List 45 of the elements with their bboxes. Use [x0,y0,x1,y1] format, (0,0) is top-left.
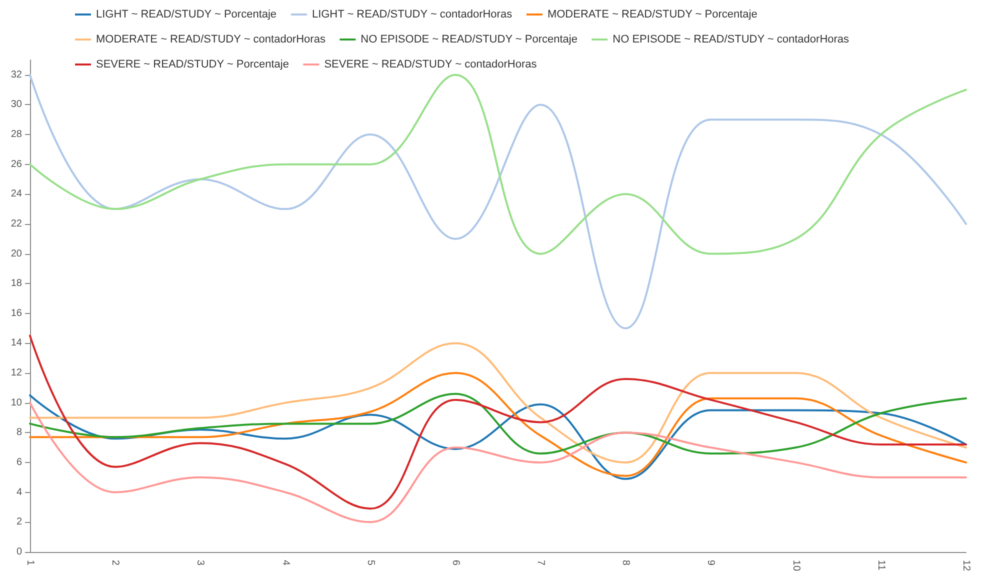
y-tick-label: 10 [10,397,22,408]
x-tick-label: 7 [535,560,546,566]
y-tick-label: 0 [16,546,22,558]
line-series [29,372,967,477]
line-series [29,334,967,510]
legend-label: NO EPISODE ~ READ/STUDY ~ contadorHoras [612,34,850,46]
legend-label: LIGHT ~ READ/STUDY ~ Porcentaje [96,8,277,20]
x-tick-label: 5 [364,560,376,566]
y-tick-label: 2 [16,516,22,528]
x-tick-label: 4 [280,560,291,566]
legend-label: LIGHT ~ READ/STUDY ~ contadorHoras [312,8,513,20]
y-tick-label: 8 [16,427,22,438]
y-tick-label: 18 [10,278,22,290]
y-tick-label: 20 [10,248,22,260]
x-tick-label: 9 [705,560,716,566]
y-tick-label: 6 [16,456,22,468]
legend-label: SEVERE ~ READ/STUDY ~ contadorHoras [324,58,538,70]
x-tick-label: 8 [620,560,632,566]
y-tick-label: 14 [10,338,22,349]
legend-label: MODERATE ~ READ/STUDY ~ contadorHoras [96,34,326,46]
legend-label: MODERATE ~ READ/STUDY ~ Porcentaje [547,8,758,20]
line-series [29,342,967,464]
y-tick-label: 22 [10,218,22,230]
y-tick-label: 30 [10,99,22,110]
line-series [29,392,967,454]
x-tick-label: 1 [24,560,36,566]
y-tick-label: 16 [10,308,22,319]
x-tick-label: 12 [960,560,972,572]
x-tick-label: 3 [194,560,206,566]
y-tick-label: 24 [10,188,22,200]
line-series [29,402,967,524]
y-tick-label: 12 [10,368,22,379]
line-series [29,74,967,330]
y-tick-label: 28 [10,129,22,140]
x-tick-label: 6 [450,560,461,566]
y-tick-label: 32 [10,69,22,80]
y-tick-label: 4 [16,486,22,498]
legend-label: NO EPISODE ~ READ/STUDY ~ Porcentaje [360,34,578,46]
x-tick-label: 10 [790,560,802,572]
legend-label: SEVERE ~ READ/STUDY ~ Porcentaje [96,58,289,70]
line-series [29,394,967,480]
line-series [29,74,967,255]
y-tick-label: 26 [10,158,22,170]
x-tick-label: 2 [110,560,121,566]
x-tick-label: 11 [875,560,886,571]
